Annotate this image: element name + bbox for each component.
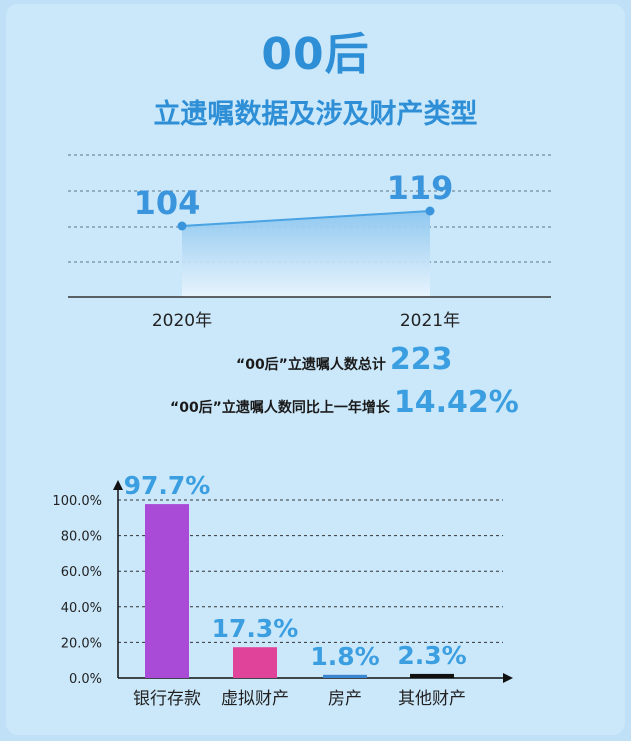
bar-其他财产: [410, 673, 454, 678]
page-title: 00后: [261, 29, 370, 80]
area-fill: [182, 211, 430, 297]
bar-虚拟财产: [233, 647, 277, 678]
data-label-1: 119: [387, 169, 454, 207]
data-label-0: 104: [134, 184, 201, 222]
y-tick-label-3: 60.0%: [61, 565, 102, 580]
y-tick-label-4: 80.0%: [61, 530, 102, 545]
bar-category-label-3: 其他财产: [398, 689, 466, 709]
y-tick-label-0: 0.0%: [69, 672, 102, 687]
line-chart: 104 2020年 119 2021年: [68, 154, 551, 331]
stat-growth-value: 14.42%: [393, 385, 519, 420]
stat-growth-label: “00后”立遗嘱人数同比上一年增长: [170, 400, 390, 416]
bar-data-label-0: 97.7%: [124, 471, 211, 500]
bar-category-label-1: 虚拟财产: [221, 689, 289, 709]
y-tick-label-5: 100.0%: [52, 494, 102, 509]
data-point-2021年: [425, 206, 435, 216]
bar-category-label-0: 银行存款: [133, 689, 201, 709]
data-point-2020年: [177, 221, 187, 231]
stat-total: “00后”立遗嘱人数总计 223: [236, 342, 453, 377]
stat-total-label: “00后”立遗嘱人数总计: [236, 357, 386, 373]
bar-category-label-2: 房产: [328, 689, 362, 709]
x-tick-label-1: 2021年: [400, 311, 460, 331]
x-tick-label-0: 2020年: [152, 311, 212, 331]
infographic-card: [6, 4, 625, 735]
bar-data-label-2: 1.8%: [310, 642, 379, 671]
series-line: [181, 210, 431, 227]
bar-chart: 0.0% 20.0% 40.0% 60.0% 80.0% 100.0% 97.7% 银行存款 1…: [52, 471, 513, 709]
bar-房产: [323, 674, 367, 678]
stat-growth: “00后”立遗嘱人数同比上一年增长 14.42%: [170, 385, 519, 420]
y-tick-label-2: 40.0%: [61, 601, 102, 616]
bar-data-label-3: 2.3%: [397, 641, 466, 670]
bar-银行存款: [145, 504, 189, 678]
page-subtitle: 立遗嘱数据及涉及财产类型: [153, 99, 478, 130]
y-axis-arrow: [113, 480, 123, 490]
y-tick-label-1: 20.0%: [61, 636, 102, 651]
bar-data-label-1: 17.3%: [212, 614, 299, 643]
x-axis-arrow: [503, 673, 513, 683]
stat-total-value: 223: [389, 342, 453, 377]
